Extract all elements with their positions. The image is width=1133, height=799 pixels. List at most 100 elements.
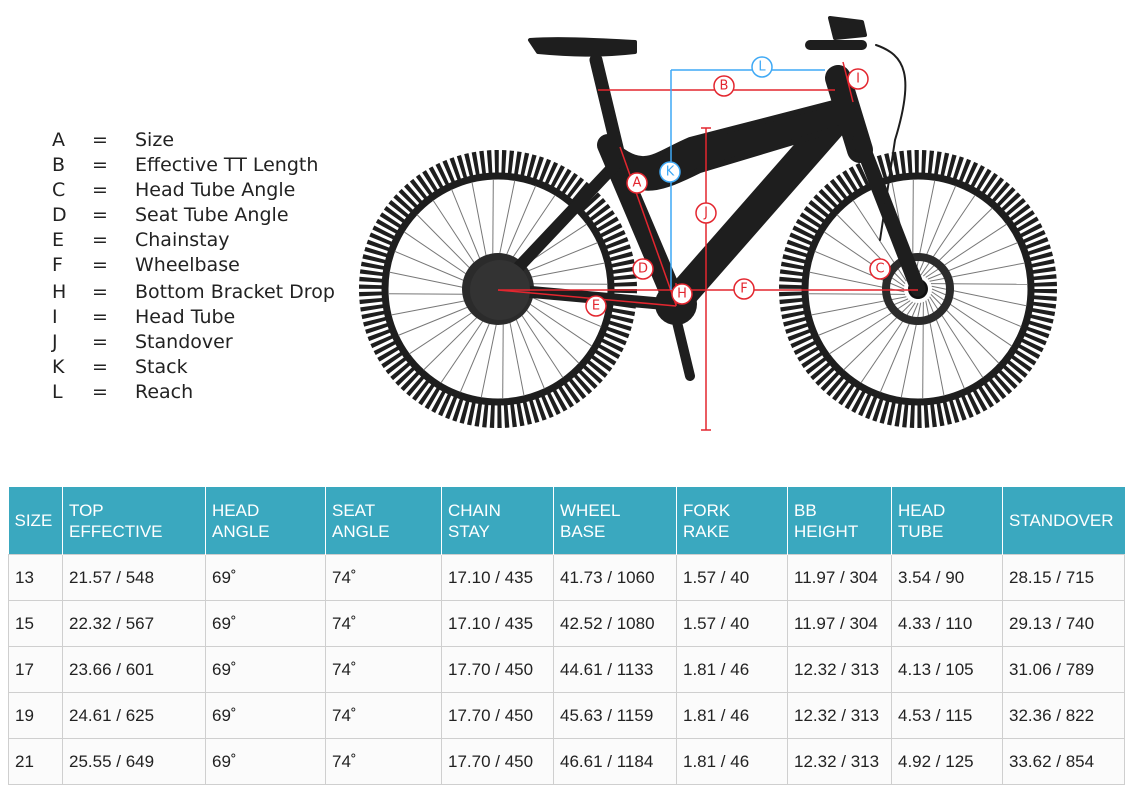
spoke: [922, 301, 924, 399]
table-cell: 41.73 / 1060: [553, 554, 677, 601]
table-row: 15 22.32 / 567 69˚ 74˚ 17.10 / 435 42.52 / 10…: [8, 600, 1125, 647]
legend-key: K: [52, 356, 65, 378]
table-cell: 28.15 / 715: [1002, 554, 1125, 601]
legend-sep: =: [92, 129, 108, 151]
table-cell: 4.13 / 105: [891, 646, 1003, 693]
table-cell: 15: [8, 600, 63, 647]
table-cell: 23.66 / 601: [62, 646, 206, 693]
label-l-text: L: [758, 60, 766, 75]
table-row: 19 24.61 / 625 69˚ 74˚ 17.70 / 450 45.63 / 11…: [8, 692, 1125, 739]
column-header-text: SEAT: [332, 500, 376, 520]
table-cell: 74˚: [325, 692, 442, 739]
table-cell: 11.97 / 304: [787, 600, 892, 647]
spoke: [930, 283, 1028, 285]
table-cell: 17.70 / 450: [441, 646, 554, 693]
table-cell: 1.81 / 46: [676, 738, 788, 785]
legend-sep: =: [92, 254, 108, 276]
legend-sep: =: [92, 281, 108, 303]
legend-sep: =: [92, 381, 108, 403]
legend-sep: =: [92, 306, 108, 328]
table-cell: 32.36 / 822: [1002, 692, 1125, 739]
table-row: 13 21.57 / 548 69˚ 74˚ 17.10 / 435 41.73 / 10…: [8, 554, 1125, 601]
table-cell: 25.55 / 649: [62, 738, 206, 785]
table-row: 17 23.66 / 601 69˚ 74˚ 17.70 / 450 44.61 / 11…: [8, 646, 1125, 693]
diagram-labels: L B I K A J D C F H E: [585, 56, 891, 317]
legend-key: F: [52, 254, 63, 276]
column-header-text: STAY: [448, 521, 490, 541]
legend-sep: =: [92, 204, 108, 226]
column-header-text: HEAD: [212, 500, 260, 520]
table-header-row: SIZE TOP EFFECTIVE HEAD ANGLE SEAT ANGLE CHAIN S…: [8, 487, 1125, 555]
column-header: FORK RAKE: [676, 487, 788, 555]
legend-row: A = Size: [52, 129, 174, 151]
legend-sep: =: [92, 154, 108, 176]
legend-key: B: [52, 154, 65, 176]
table-cell: 12.32 / 313: [787, 692, 892, 739]
label-i-text: I: [856, 72, 860, 87]
column-header: BB HEIGHT: [787, 487, 892, 555]
legend-key: C: [52, 179, 65, 201]
label-e-text: E: [592, 299, 600, 314]
table-cell: 17: [8, 646, 63, 693]
label-f-text: F: [740, 282, 747, 297]
column-header: CHAIN STAY: [441, 487, 554, 555]
legend-label: Chainstay: [135, 229, 230, 251]
legend-label: Effective TT Length: [135, 154, 318, 176]
table-cell: 45.63 / 1159: [553, 692, 677, 739]
legend-label: Bottom Bracket Drop: [135, 281, 335, 303]
table-cell: 31.06 / 789: [1002, 646, 1125, 693]
table-cell: 74˚: [325, 600, 442, 647]
table-body: 13 21.57 / 548 69˚ 74˚ 17.10 / 435 41.73 / 10…: [8, 554, 1125, 785]
legend-row: I = Head Tube: [52, 306, 235, 328]
table-cell: 46.61 / 1184: [553, 738, 677, 785]
line-a: [619, 146, 677, 306]
column-header: SIZE: [8, 487, 63, 555]
table-cell: 17.10 / 435: [441, 554, 554, 601]
table-cell: 1.57 / 40: [676, 554, 788, 601]
label-h: H: [671, 283, 693, 305]
label-e: E: [585, 295, 607, 317]
legend-key: I: [52, 306, 58, 328]
table-cell: 17.10 / 435: [441, 600, 554, 647]
table-cell: 1.81 / 46: [676, 692, 788, 739]
legend-row: E = Chainstay: [52, 229, 230, 251]
column-header-text: ANGLE: [212, 521, 270, 541]
table-cell: 17.70 / 450: [441, 692, 554, 739]
legend-row: F = Wheelbase: [52, 254, 240, 276]
column-header-text: ANGLE: [332, 521, 390, 541]
legend-row: K = Stack: [52, 356, 188, 378]
legend-row: D = Seat Tube Angle: [52, 204, 289, 226]
label-j: J: [695, 202, 717, 224]
legend-key: H: [52, 281, 66, 303]
column-header-text: BB: [794, 500, 817, 520]
column-header-text: CHAIN: [448, 500, 501, 520]
column-header-text: EFFECTIVE: [69, 521, 163, 541]
column-header-text: TOP: [69, 500, 104, 520]
column-header: WHEEL BASE: [553, 487, 677, 555]
legend-sep: =: [92, 356, 108, 378]
legend-key: E: [52, 229, 64, 251]
legend-sep: =: [92, 331, 108, 353]
table-cell: 17.70 / 450: [441, 738, 554, 785]
label-h-text: H: [677, 287, 687, 302]
column-header: HEAD TUBE: [891, 487, 1003, 555]
table-cell: 44.61 / 1133: [553, 646, 677, 693]
label-j-text: J: [703, 206, 708, 221]
legend-label: Wheelbase: [135, 254, 240, 276]
table-cell: 1.57 / 40: [676, 600, 788, 647]
column-header: SEAT ANGLE: [325, 487, 442, 555]
legend-key: A: [52, 129, 65, 151]
legend-row: H = Bottom Bracket Drop: [52, 281, 335, 303]
legend-row: L = Reach: [52, 381, 193, 403]
spoke: [927, 242, 1018, 280]
label-i: I: [847, 68, 869, 90]
table-cell: 69˚: [205, 692, 326, 739]
column-header-text: WHEEL: [560, 500, 621, 520]
label-k-text: K: [666, 165, 675, 180]
label-k: K: [659, 161, 681, 183]
label-d-text: D: [638, 262, 648, 277]
column-header-text: TUBE: [898, 521, 944, 541]
column-header-text: BASE: [560, 521, 606, 541]
table-cell: 69˚: [205, 600, 326, 647]
table-cell: 74˚: [325, 646, 442, 693]
